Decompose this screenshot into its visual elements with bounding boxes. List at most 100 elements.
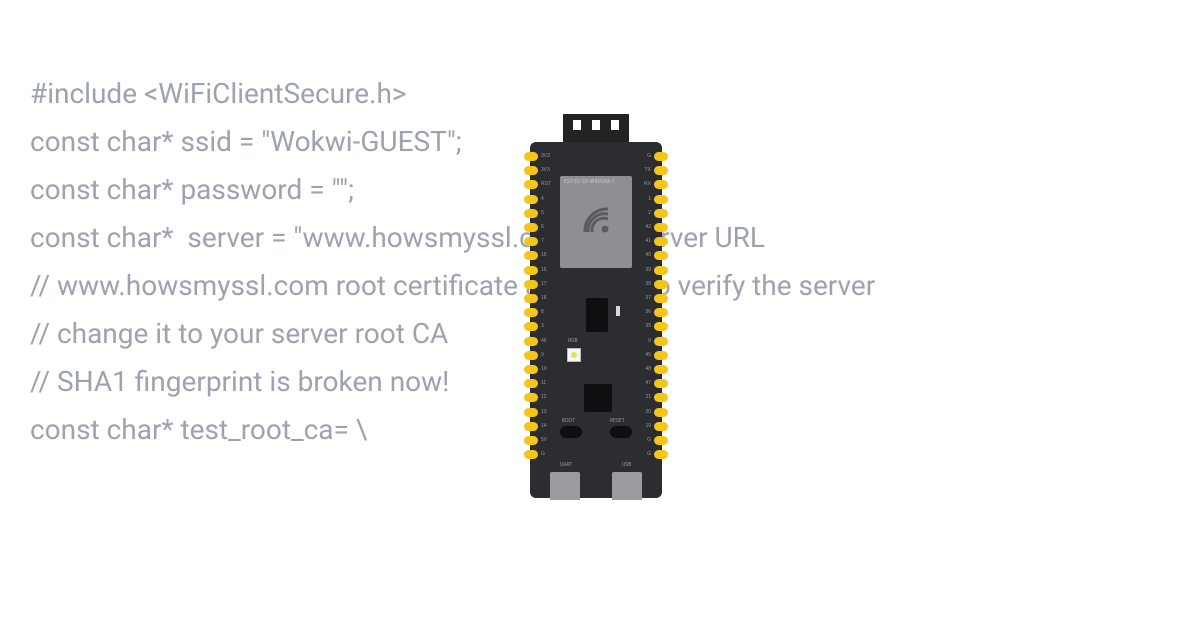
rf-shield: ESP32-S3-WROOM-1: [560, 176, 632, 268]
pin[interactable]: [524, 322, 538, 331]
pin[interactable]: [654, 450, 668, 459]
pin[interactable]: [524, 166, 538, 175]
pin[interactable]: [524, 152, 538, 161]
pin[interactable]: [524, 209, 538, 218]
pin[interactable]: [524, 379, 538, 388]
antenna: [563, 114, 629, 144]
pin[interactable]: [524, 294, 538, 303]
pin[interactable]: [524, 365, 538, 374]
pin[interactable]: [524, 266, 538, 275]
pin[interactable]: [524, 180, 538, 189]
pin-label: 16: [541, 268, 547, 273]
pin-label: 37: [645, 296, 651, 301]
espressif-logo-icon: [582, 206, 612, 236]
pin-label: 11: [541, 381, 546, 386]
pin[interactable]: [524, 408, 538, 417]
pin-label: RX: [644, 182, 651, 187]
code-line: const char* password = "";: [30, 166, 875, 214]
code-snippet: #include <WiFiClientSecure.h>const char*…: [30, 70, 875, 454]
pin-label: 9: [541, 353, 544, 358]
pin[interactable]: [654, 365, 668, 374]
chip-icon: [586, 298, 608, 332]
pin[interactable]: [524, 195, 538, 204]
pin-label: TX: [645, 168, 651, 173]
pin-label: 41: [645, 239, 651, 244]
pin[interactable]: [654, 209, 668, 218]
pin-label: 3V3: [541, 154, 550, 159]
pin[interactable]: [654, 223, 668, 232]
pin[interactable]: [524, 422, 538, 431]
boot-label: BOOT: [562, 418, 575, 424]
pin-label: 35: [645, 324, 651, 329]
model-label: ESP32-S3-WROOM-1: [564, 179, 615, 185]
pin-label: G: [541, 452, 545, 457]
pin[interactable]: [654, 408, 668, 417]
pin-label: 7: [541, 239, 544, 244]
pin[interactable]: [654, 251, 668, 260]
esp32-board[interactable]: ESP32-S3-WROOM-1 RGB BOOT RESET UART USB…: [530, 114, 662, 520]
boot-button[interactable]: [560, 426, 582, 438]
usb-port-icon: [612, 472, 642, 500]
pin[interactable]: [654, 180, 668, 189]
code-line: const char* ssid = "Wokwi-GUEST";: [30, 118, 875, 166]
reset-button[interactable]: [610, 426, 632, 438]
pin-label: 8: [541, 310, 544, 315]
pin[interactable]: [524, 393, 538, 402]
pin[interactable]: [654, 294, 668, 303]
pin-label: 36: [645, 310, 651, 315]
pin[interactable]: [654, 337, 668, 346]
pin[interactable]: [654, 322, 668, 331]
pin[interactable]: [524, 337, 538, 346]
pin[interactable]: [524, 251, 538, 260]
rgb-led-icon: [567, 348, 581, 362]
pin[interactable]: [654, 166, 668, 175]
pin[interactable]: [524, 450, 538, 459]
pin[interactable]: [654, 152, 668, 161]
pin-label: RST: [541, 182, 551, 187]
code-line: // www.howsmyssl.com root certificate au…: [30, 262, 875, 310]
pin-label: 15: [541, 253, 547, 258]
pin[interactable]: [524, 351, 538, 360]
status-led-icon: [616, 306, 620, 316]
pin[interactable]: [654, 266, 668, 275]
pin[interactable]: [524, 436, 538, 445]
pin[interactable]: [654, 237, 668, 246]
pin[interactable]: [654, 195, 668, 204]
pin-label: 40: [645, 253, 651, 258]
code-line: #include <WiFiClientSecure.h>: [30, 70, 875, 118]
pin[interactable]: [524, 237, 538, 246]
pin-label: 19: [645, 424, 651, 429]
pin-label: 18: [541, 296, 547, 301]
pin-label: 47: [645, 381, 651, 386]
usb-chip-icon: [584, 384, 612, 412]
pin[interactable]: [524, 308, 538, 317]
pin[interactable]: [524, 280, 538, 289]
uart-port-icon: [550, 472, 580, 500]
reset-label: RESET: [610, 418, 625, 424]
pcb: ESP32-S3-WROOM-1 RGB BOOT RESET UART USB…: [530, 142, 662, 498]
pin[interactable]: [654, 422, 668, 431]
pin[interactable]: [654, 351, 668, 360]
pin[interactable]: [654, 280, 668, 289]
code-line: const char* test_root_ca= \: [30, 406, 875, 454]
pin[interactable]: [654, 379, 668, 388]
pin-label: 38: [645, 282, 651, 287]
pin-label: 42: [645, 225, 651, 230]
pin[interactable]: [654, 393, 668, 402]
pin-label: 5V: [541, 438, 547, 443]
pin-label: G: [647, 452, 651, 457]
code-line: // change it to your server root CA: [30, 310, 875, 358]
pin-label: G: [647, 438, 651, 443]
pin[interactable]: [654, 308, 668, 317]
pin-label: 10: [541, 367, 547, 372]
pin[interactable]: [524, 223, 538, 232]
rgb-label: RGB: [568, 338, 578, 344]
pin-label: 5: [541, 211, 544, 216]
usb-label: USB: [622, 462, 631, 468]
pin[interactable]: [654, 436, 668, 445]
pin-label: 17: [541, 282, 547, 287]
uart-label: UART: [560, 462, 572, 468]
pin-label: 2: [648, 211, 651, 216]
pin-label: G: [647, 154, 651, 159]
pin-label: 45: [645, 353, 651, 358]
